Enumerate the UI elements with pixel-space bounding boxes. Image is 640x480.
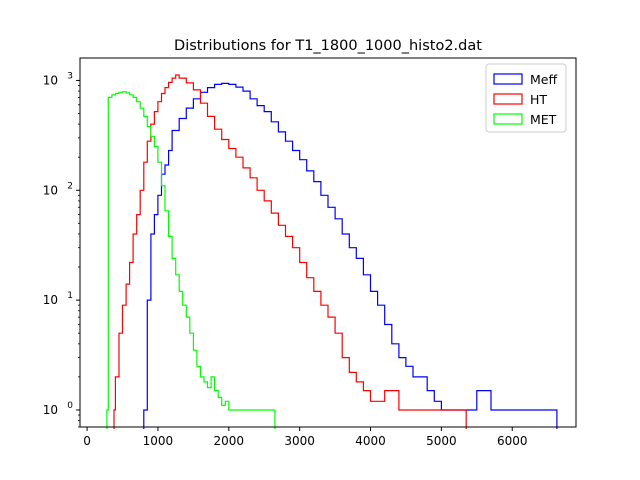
y-tick-exponent: 2: [67, 181, 73, 191]
series-meff-line: [143, 82, 558, 429]
y-tick-label: 10: [43, 293, 58, 307]
x-tick-label: 1000: [143, 434, 174, 448]
legend: Meff HT MET: [485, 63, 567, 133]
y-axis: 10 0 10 1 10 2 10 3: [43, 71, 80, 428]
chart-title: Distributions for T1_1800_1000_histo2.da…: [174, 38, 482, 54]
x-tick-label: 3000: [284, 434, 315, 448]
x-axis: 0 1000 2000 3000 4000 5000 6000: [83, 427, 528, 448]
series-ht-line: [113, 74, 467, 429]
y-tick-exponent: 0: [67, 401, 73, 411]
legend-swatch-meff: [493, 73, 523, 85]
y-tick-label: 10: [43, 403, 58, 417]
legend-label-meff: Meff: [530, 72, 557, 87]
y-tick-label: 10: [43, 73, 58, 87]
x-tick-label: 0: [83, 434, 91, 448]
x-tick-label: 4000: [355, 434, 386, 448]
legend-swatch-met: [493, 113, 523, 125]
y-tick-exponent: 1: [67, 291, 73, 301]
x-tick-label: 6000: [497, 434, 528, 448]
legend-label-met: MET: [530, 112, 557, 127]
legend-label-ht: HT: [530, 92, 547, 107]
axes-frame: [79, 57, 577, 428]
x-tick-label: 5000: [426, 434, 457, 448]
legend-swatch-ht: [493, 93, 523, 105]
x-tick-label: 2000: [214, 434, 245, 448]
plot-area: [79, 57, 577, 429]
legend-box: [485, 63, 567, 133]
series-met-line: [106, 91, 276, 429]
y-tick-exponent: 3: [67, 71, 73, 81]
y-tick-label: 10: [43, 183, 58, 197]
